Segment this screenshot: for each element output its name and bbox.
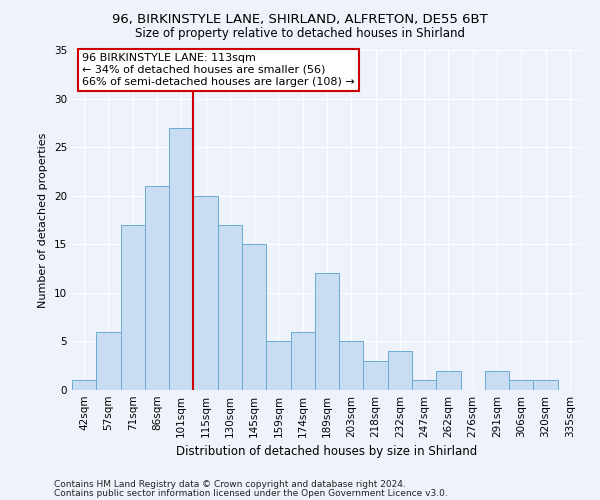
Bar [266, 342, 290, 390]
X-axis label: Distribution of detached houses by size in Shirland: Distribution of detached houses by size … [176, 446, 478, 458]
Bar [218, 225, 242, 390]
Bar [121, 225, 145, 390]
Bar [290, 332, 315, 390]
Bar [533, 380, 558, 390]
Bar [315, 274, 339, 390]
Text: Size of property relative to detached houses in Shirland: Size of property relative to detached ho… [135, 28, 465, 40]
Bar [509, 380, 533, 390]
Bar [145, 186, 169, 390]
Bar [193, 196, 218, 390]
Text: 96, BIRKINSTYLE LANE, SHIRLAND, ALFRETON, DE55 6BT: 96, BIRKINSTYLE LANE, SHIRLAND, ALFRETON… [112, 12, 488, 26]
Bar [72, 380, 96, 390]
Bar [485, 370, 509, 390]
Bar [412, 380, 436, 390]
Text: Contains HM Land Registry data © Crown copyright and database right 2024.: Contains HM Land Registry data © Crown c… [54, 480, 406, 489]
Text: Contains public sector information licensed under the Open Government Licence v3: Contains public sector information licen… [54, 488, 448, 498]
Text: 96 BIRKINSTYLE LANE: 113sqm
← 34% of detached houses are smaller (56)
66% of sem: 96 BIRKINSTYLE LANE: 113sqm ← 34% of det… [82, 54, 355, 86]
Bar [169, 128, 193, 390]
Bar [388, 351, 412, 390]
Bar [96, 332, 121, 390]
Bar [364, 361, 388, 390]
Bar [436, 370, 461, 390]
Y-axis label: Number of detached properties: Number of detached properties [38, 132, 49, 308]
Bar [339, 342, 364, 390]
Bar [242, 244, 266, 390]
